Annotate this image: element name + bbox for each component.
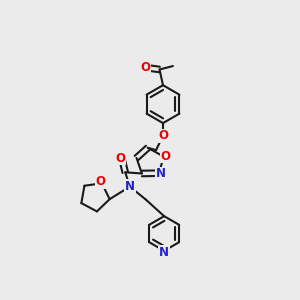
Text: O: O [115, 152, 125, 164]
Text: N: N [159, 246, 169, 259]
Text: N: N [125, 180, 135, 193]
Text: N: N [156, 167, 166, 180]
Text: O: O [158, 129, 168, 142]
Text: O: O [160, 150, 170, 163]
Text: O: O [96, 175, 106, 188]
Text: O: O [140, 61, 150, 74]
